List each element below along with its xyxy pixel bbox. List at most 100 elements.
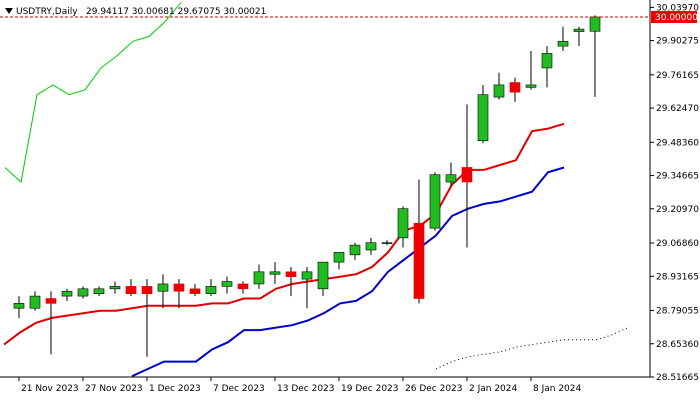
candle [125,279,137,297]
x-tick-label: 8 Jan 2024 [533,384,581,394]
candle [509,77,521,102]
candle-body [125,286,137,294]
candle [237,281,249,294]
y-tick-label: 28.79055 [656,307,699,317]
candle [253,264,265,289]
candle [189,283,201,297]
candle-body [221,281,233,287]
candle [317,261,329,297]
candle-body [61,290,73,297]
candle [157,274,169,309]
blue-line [131,166,565,378]
indicator-lines [3,2,629,378]
y-tick-label: 28.65360 [656,340,699,350]
candle [333,252,345,270]
candle-body [317,261,329,290]
candle [93,286,105,297]
candle [301,266,313,309]
y-tick-label: 29.06860 [656,239,699,249]
candle-body [205,286,217,294]
candle-body [285,271,297,277]
candle [109,281,121,294]
axes [0,0,651,378]
candle [381,240,393,246]
candle-body [13,303,25,309]
y-tick-label: 28.93165 [656,272,699,282]
dropdown-triangle-icon[interactable] [5,8,13,14]
candle-body [477,94,489,142]
y-tick-label: 28.51665 [656,373,699,383]
candle [45,291,57,355]
x-tick-label: 7 Dec 2023 [213,384,265,394]
candle [445,162,457,187]
candle [205,279,217,297]
candle [77,286,89,299]
dotted-line [435,327,629,370]
y-axis-ticks: 30.03970 29.90275 29.76165 29.62470 29.48360… [650,3,699,383]
candle [557,26,569,51]
candle-body [589,16,601,32]
candle-body [93,288,105,294]
candle-body [493,84,505,98]
candle-body [557,40,569,47]
candle-body [365,242,377,251]
candle [285,266,297,297]
candle-body [29,295,41,309]
y-tick-label: 29.90275 [656,37,699,47]
candle-body [381,242,393,244]
candle-body [173,283,185,292]
candle-body [333,252,345,263]
y-tick-label: 29.20970 [656,205,699,215]
x-tick-label: 21 Nov 2023 [21,384,79,394]
candle-body [541,53,553,69]
candle-body [349,244,361,256]
candle [61,288,73,301]
candle [493,72,505,100]
candle [525,50,537,90]
candle-body [253,271,265,285]
candles [13,15,601,357]
y-tick-label: 29.62470 [656,104,699,114]
candle [269,262,281,284]
x-tick-label: 1 Dec 2023 [149,384,201,394]
candle [13,296,25,318]
current-price-box [651,10,697,23]
candle-body [237,283,249,290]
symbol-label: USDTRY,Daily [16,7,78,17]
candle-body [77,288,89,297]
candle-body [573,28,585,32]
candle-body [141,286,153,294]
x-tick-label: 26 Dec 2023 [405,384,463,394]
red-line [3,122,565,346]
candle [221,276,233,294]
y-tick-label: 29.34665 [656,172,699,182]
x-tick-label: 2 Jan 2024 [469,384,517,394]
candle [365,237,377,255]
current-price-label: 30.00000 [655,13,698,23]
candle [589,15,601,97]
candle-body [429,174,441,229]
candle-body [157,283,169,292]
ohlc-values: 29.94117 30.00681 29.67075 30.00021 [86,7,266,17]
candle [397,206,409,248]
candle-body [461,167,473,183]
candle-body [45,298,57,304]
y-tick-label: 30.03970 [656,3,699,13]
candle-body [525,84,537,88]
candle-body [109,286,121,290]
candle [477,84,489,144]
candle [29,291,41,311]
candle-body [445,174,457,183]
candle [429,172,441,231]
x-tick-label: 27 Nov 2023 [85,384,143,394]
green-line [4,2,182,183]
candle-body [269,271,281,275]
candle [461,104,473,248]
candle [349,242,361,260]
x-axis-ticks: 21 Nov 2023 27 Nov 2023 1 Dec 2023 7 Dec 20… [18,377,581,394]
candle-body [189,288,201,294]
candle-body [301,271,313,280]
y-tick-label: 29.76165 [656,71,699,81]
